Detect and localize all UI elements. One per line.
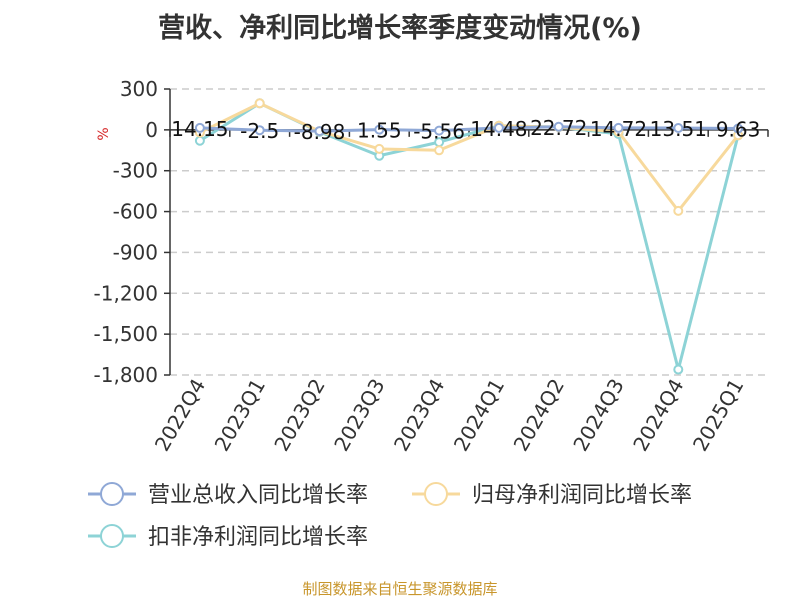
data-point [673, 364, 684, 375]
y-tick-label: 300 [120, 77, 158, 101]
legend-marker [424, 482, 448, 506]
data-label: 1.55 [357, 119, 402, 143]
x-tick-label: 2025Q1 [688, 375, 748, 456]
data-point [374, 143, 385, 154]
data-point [613, 122, 624, 133]
y-tick-label: -1,800 [94, 363, 158, 387]
data-label: 14.48 [470, 117, 527, 141]
legend-label: 扣非净利润同比增长率 [148, 525, 368, 550]
legend-item[interactable]: 扣非净利润同比增长率 [88, 524, 368, 550]
data-point [673, 205, 684, 216]
y-axis-label: % [96, 127, 112, 140]
y-tick-label: -600 [113, 200, 158, 224]
data-point [434, 145, 445, 156]
y-axis: 300 0 -300 -600 -900 -1,200 -1,500 -1,800 [94, 77, 171, 387]
data-label: 13.51 [650, 117, 707, 141]
legend-item[interactable]: 归母净利润同比增长率 [412, 482, 692, 508]
x-tick-label: 2022Q4 [150, 375, 210, 456]
data-label: 14.72 [590, 117, 647, 141]
legend-label: 营业总收入同比增长率 [148, 483, 368, 508]
series-line [199, 101, 740, 213]
data-label: 22.72 [530, 116, 587, 140]
data-point [553, 121, 564, 132]
y-tick-label: -300 [113, 159, 158, 183]
data-point [254, 125, 265, 136]
x-tick-label: 2024Q1 [449, 375, 509, 456]
data-point [374, 124, 385, 135]
x-tick-label: 2023Q4 [389, 374, 449, 455]
data-label: 14.15 [171, 117, 228, 141]
series-layer [194, 98, 744, 375]
data-point [434, 125, 445, 136]
data-labels: 14.15 -2.5 -8.98 1.55 -5.56 14.48 22.72 14.72 13… [171, 116, 760, 144]
data-label: -5.56 [413, 120, 465, 144]
data-source-note: 制图数据来自恒生聚源数据库 [302, 580, 498, 598]
data-point [673, 123, 684, 134]
data-point [493, 122, 504, 133]
data-point [733, 123, 744, 134]
x-tick-label: 2023Q1 [210, 375, 270, 456]
x-tick-label: 2024Q2 [509, 375, 569, 456]
y-tick-label: -1,200 [94, 281, 158, 305]
data-point [194, 122, 205, 133]
legend-label: 归母净利润同比增长率 [472, 483, 692, 508]
series-line [199, 101, 740, 372]
legend-marker [100, 482, 124, 506]
series-line [199, 125, 739, 133]
data-label: 9.63 [716, 118, 761, 142]
data-point [314, 126, 325, 137]
y-tick-label: 0 [145, 118, 158, 142]
y-tick-label: -1,500 [94, 322, 158, 346]
x-tick-label: 2023Q2 [269, 375, 329, 456]
data-label: -8.98 [294, 120, 346, 144]
y-tick-label: -900 [113, 240, 158, 264]
data-label: -2.5 [240, 119, 279, 143]
legend-item[interactable]: 营业总收入同比增长率 [88, 482, 368, 508]
x-tick-label: 2024Q3 [568, 375, 628, 456]
data-point [254, 98, 265, 109]
chart-title: 营收、净利同比增长率季度变动情况(%) [158, 13, 642, 44]
x-tick-label: 2023Q3 [329, 375, 389, 456]
legend-marker [100, 524, 124, 548]
x-tick-label: 2024Q4 [628, 375, 688, 456]
grid-lines [170, 88, 768, 376]
